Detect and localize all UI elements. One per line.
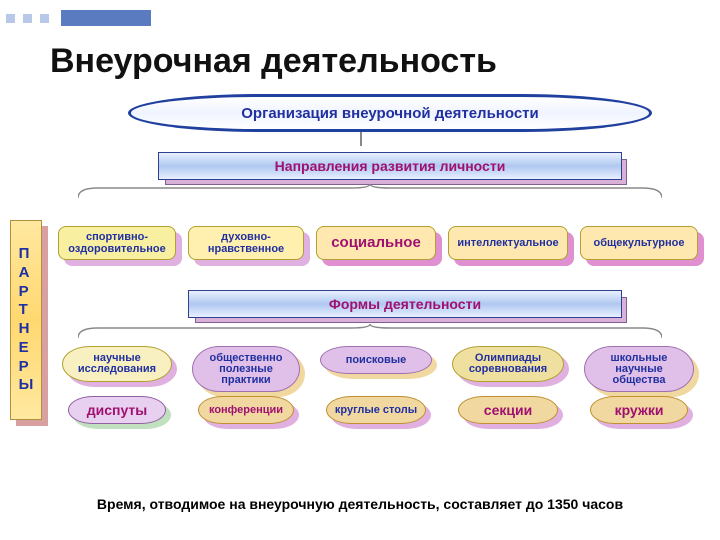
oval-label: поисковые: [342, 355, 411, 366]
section1-header-box: Направления развития личности: [158, 152, 622, 180]
brace-1: [78, 184, 662, 198]
pill-label: общекультурное: [589, 237, 688, 249]
sidebar-letter: Р: [19, 358, 34, 377]
section2-header-text: Формы деятельности: [329, 296, 481, 312]
form-oval: конференции: [198, 396, 294, 424]
oval-label: научныеисследования: [74, 353, 160, 375]
section1-header-text: Направления развития личности: [275, 158, 506, 174]
diagram-container: Организация внеурочной деятельности Напр…: [18, 94, 702, 480]
form-oval: секции: [458, 396, 558, 424]
slide-corner-decoration: [0, 0, 170, 36]
oval-label: круглые столы: [331, 405, 421, 416]
category-pill: общекультурное: [580, 226, 698, 260]
category-pill: спортивно-оздоровительное: [58, 226, 176, 260]
category-pill: духовно-нравственное: [188, 226, 304, 260]
oval-label: секции: [480, 403, 536, 417]
sidebar-letter: Р: [19, 283, 34, 302]
pill-label: духовно-нравственное: [204, 231, 288, 255]
slide-title: Внеурочная деятельность: [50, 42, 497, 81]
form-oval: научныеисследования: [62, 346, 172, 382]
pill-label: интеллектуальное: [453, 237, 562, 249]
form-oval: школьныенаучныеобщества: [584, 346, 694, 392]
pill-label: спортивно-оздоровительное: [64, 231, 169, 255]
form-oval: Олимпиадысоревнования: [452, 346, 564, 382]
footer-text: Время, отводимое на внеурочную деятельно…: [30, 496, 690, 512]
oval-label: диспуты: [83, 403, 152, 417]
sidebar-letter: Е: [19, 339, 34, 358]
sidebar-partners: ПАРТНЕРЫ: [10, 220, 42, 420]
connector-vertical: [360, 132, 362, 146]
oval-label: школьныенаучныеобщества: [607, 353, 672, 386]
form-oval: поисковые: [320, 346, 432, 374]
sidebar-letter: Т: [19, 301, 34, 320]
oval-label: общественнополезныепрактики: [205, 353, 286, 386]
section2-header-box: Формы деятельности: [188, 290, 622, 318]
main-header-text: Организация внеурочной деятельности: [241, 105, 539, 122]
oval-label: Олимпиадысоревнования: [465, 353, 551, 375]
oval-label: конференции: [205, 405, 287, 416]
category-pill: социальное: [316, 226, 436, 260]
main-header-pill: Организация внеурочной деятельности: [128, 94, 652, 132]
form-oval: диспуты: [68, 396, 166, 424]
oval-label: кружки: [611, 403, 668, 417]
sidebar-letter: П: [19, 245, 34, 264]
pill-label: социальное: [327, 235, 425, 252]
category-pill: интеллектуальное: [448, 226, 568, 260]
sidebar-letter: А: [19, 264, 34, 283]
form-oval: общественнополезныепрактики: [192, 346, 300, 392]
form-oval: кружки: [590, 396, 688, 424]
sidebar-letter: Н: [19, 320, 34, 339]
form-oval: круглые столы: [326, 396, 426, 424]
brace-2: [78, 324, 662, 338]
sidebar-letter: Ы: [19, 376, 34, 395]
